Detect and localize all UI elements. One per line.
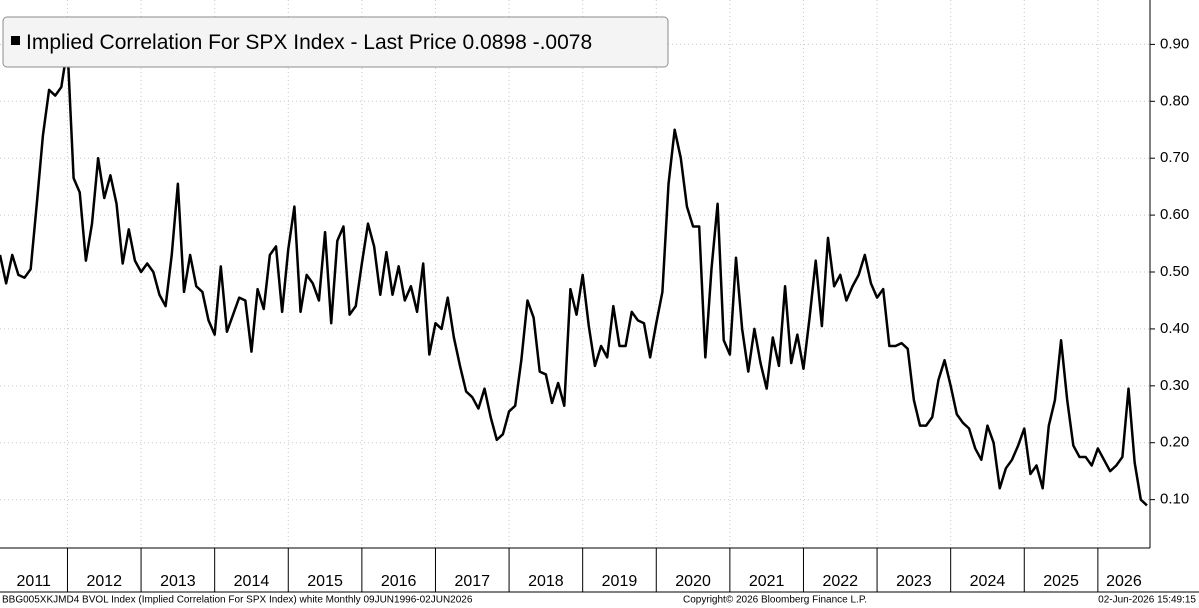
- y-tick-label: 0.50: [1160, 263, 1189, 280]
- plot: [0, 45, 1148, 507]
- y-tick-label: 0.80: [1160, 92, 1189, 109]
- x-tick-label: 2011: [17, 573, 52, 590]
- legend-change: -.0078: [533, 31, 593, 54]
- series-line: [0, 45, 1148, 507]
- legend-box: [2, 16, 669, 68]
- footer-left: BBG005XKJMD4 BVOL Index (Implied Correla…: [2, 595, 473, 606]
- x-tick-label: 2025: [1043, 573, 1079, 590]
- grid: [0, 0, 1150, 548]
- y-tick-label: 0.40: [1160, 320, 1189, 337]
- y-tick-label: 0.30: [1160, 377, 1189, 394]
- y-tick-label: 0.60: [1160, 206, 1189, 223]
- x-tick-label: 2023: [896, 573, 932, 590]
- x-tick-label: 2021: [749, 573, 785, 590]
- legend-series-name: Implied Correlation For SPX Index: [26, 31, 345, 54]
- legend-marker: [11, 36, 20, 45]
- x-tick-label: 2013: [160, 573, 196, 590]
- legend-label: - Last Price: [350, 31, 456, 54]
- y-tick-label: 0.90: [1160, 35, 1189, 52]
- y-tick-label: 0.20: [1160, 434, 1189, 451]
- x-tick-label: 2015: [307, 573, 343, 590]
- footer-center: Copyright© 2026 Bloomberg Finance L.P.: [683, 595, 867, 606]
- x-tick-label: 2012: [86, 573, 122, 590]
- legend-text: Implied Correlation For SPX Index - Last…: [26, 31, 592, 54]
- x-tick-label: 2026: [1106, 573, 1142, 590]
- x-tick-label: 2017: [454, 573, 490, 590]
- y-tick-label: 0.10: [1160, 491, 1189, 508]
- x-tick-label: 2016: [381, 573, 417, 590]
- x-tick-label: 2022: [822, 573, 858, 590]
- x-tick-label: 2024: [970, 573, 1006, 590]
- y-tick-label: 0.70: [1160, 149, 1189, 166]
- footer-right: 02-Jun-2026 15:49:15: [1098, 595, 1196, 606]
- x-tick-label: 2020: [675, 573, 711, 590]
- x-tick-label: 2019: [602, 573, 638, 590]
- x-tick-label: 2014: [234, 573, 270, 590]
- legend: Implied Correlation For SPX Index - Last…: [2, 16, 669, 68]
- legend-last-price: 0.0898: [463, 31, 527, 54]
- x-tick-label: 2018: [528, 573, 564, 590]
